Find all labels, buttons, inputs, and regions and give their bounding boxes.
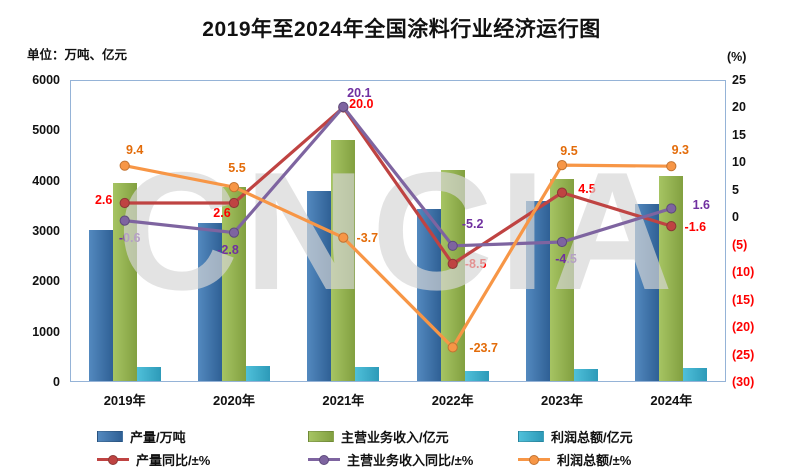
bar [355, 366, 380, 381]
right-axis-tick: (25) [732, 347, 755, 362]
x-axis-category-label: 2022年 [431, 393, 474, 408]
left-axis-unit-label: 单位：万吨、亿元 [27, 48, 128, 62]
right-axis-tick: 5 [732, 182, 739, 197]
x-axis-category-label: 2019年 [103, 393, 146, 408]
legend-bar-swatch-icon [518, 431, 544, 442]
legend-label: 产量同比/±% [136, 453, 211, 468]
right-axis-tick: (20) [732, 320, 755, 335]
left-axis-tick: 4000 [32, 173, 60, 188]
data-label: 20.1 [347, 85, 372, 100]
right-axis-tick: 10 [732, 155, 746, 170]
legend-bar-swatch-icon [97, 431, 123, 442]
legend-item: 利润总额/±% [518, 450, 631, 469]
legend-item: 主营业务收入/亿元 [308, 427, 449, 446]
legend-item: 产量/万吨 [97, 427, 186, 446]
left-axis-tick: 0 [53, 375, 60, 389]
bar [683, 368, 708, 381]
right-axis-tick: 20 [732, 100, 746, 115]
legend-label: 产量/万吨 [130, 430, 186, 445]
chart-title: 2019年至2024年全国涂料行业经济运行图 [202, 18, 601, 41]
bar [246, 366, 270, 381]
legend-label: 利润总额/±% [557, 453, 632, 468]
right-axis-tick: 25 [732, 73, 746, 87]
left-axis-tick: 3000 [32, 224, 60, 238]
right-axis-tick: (5) [732, 237, 748, 252]
right-axis-tick: (15) [732, 292, 755, 307]
watermark-text: CNCIA [117, 137, 679, 325]
x-axis-category-label: 2021年 [322, 393, 365, 408]
right-axis-unit-label: (%) [727, 50, 747, 64]
data-label: 2.6 [94, 192, 113, 207]
legend-line-marker-icon [308, 454, 340, 466]
right-axis-tick: 15 [732, 127, 746, 142]
bar [136, 366, 161, 381]
legend-label: 利润总额/亿元 [551, 430, 633, 445]
right-axis-tick: (10) [732, 265, 755, 280]
left-axis-tick: 2000 [32, 274, 60, 289]
x-axis-category-label: 2023年 [541, 393, 583, 408]
bar [88, 229, 113, 381]
data-label: -1.6 [684, 220, 707, 235]
legend-line-marker-icon [97, 454, 129, 466]
legend-label: 主营业务收入/亿元 [341, 430, 449, 445]
right-axis-tick: 0 [732, 210, 739, 225]
legend-item: 主营业务收入同比/±% [308, 450, 473, 469]
data-label: 9.3 [671, 143, 690, 158]
x-axis-category-label: 2024年 [650, 393, 693, 408]
right-axis-tick: (30) [732, 375, 755, 389]
legend-bar-swatch-icon [308, 431, 334, 442]
bar [464, 370, 489, 381]
legend-label: 主营业务收入同比/±% [347, 453, 474, 468]
left-axis-tick: 5000 [32, 123, 60, 138]
x-axis-category-label: 2020年 [213, 393, 255, 408]
legend-item: 产量同比/±% [97, 450, 210, 469]
bar [574, 369, 598, 381]
left-axis-tick: 1000 [32, 324, 60, 339]
left-axis-tick: 6000 [32, 73, 60, 87]
data-label: 1.6 [692, 198, 711, 213]
legend-item: 利润总额/亿元 [518, 427, 633, 446]
legend-line-marker-icon [518, 454, 550, 466]
